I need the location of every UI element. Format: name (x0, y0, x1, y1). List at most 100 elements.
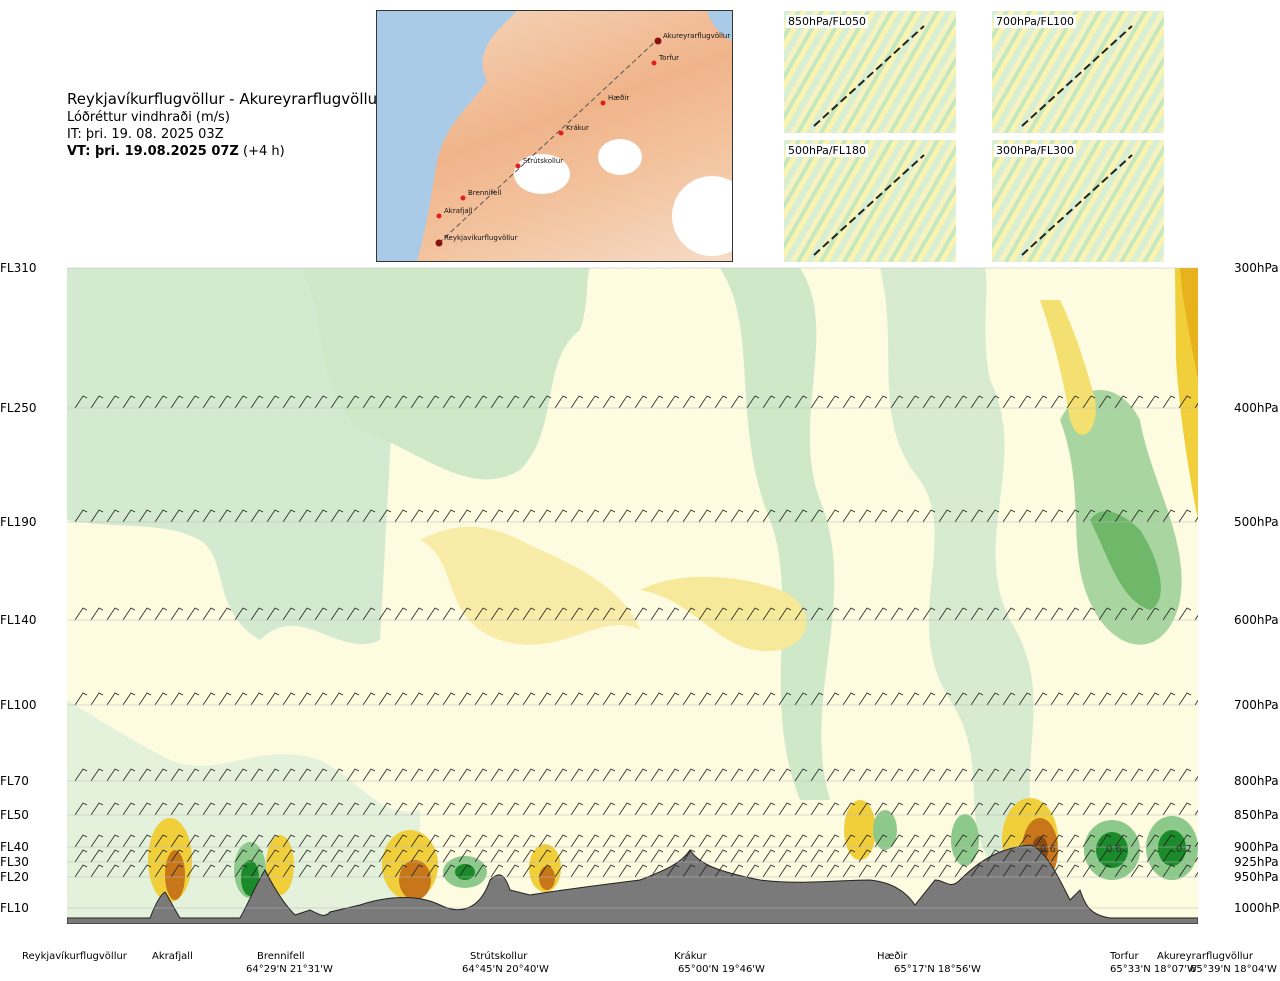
wind-barb (602, 607, 616, 621)
wind-barb (378, 768, 392, 782)
wind-barb (154, 607, 168, 621)
wind-barb (634, 607, 648, 621)
wind-barb (315, 268, 316, 269)
location-name: Krákur (674, 951, 707, 962)
wind-barb (506, 834, 520, 848)
wind-barb (538, 864, 552, 878)
wind-barb (554, 395, 568, 409)
wind-barb (1178, 834, 1192, 848)
wind-barb (410, 834, 424, 848)
wind-barb (618, 768, 632, 782)
wind-barb (522, 509, 536, 523)
wind-barb (442, 395, 456, 409)
mini-map-label: 500hPa/FL180 (786, 144, 869, 157)
wind-barb (506, 768, 520, 782)
wind-barb (1034, 395, 1048, 409)
wind-barb (698, 509, 712, 523)
wind-barb (826, 834, 840, 848)
wind-barb (634, 849, 648, 863)
glacier (598, 139, 642, 175)
location-coord: 65°00'N 19°46'W (678, 964, 765, 975)
wind-barb (762, 607, 776, 621)
wind-barb (906, 849, 920, 863)
wind-barb (602, 849, 616, 863)
wind-barb (347, 268, 348, 269)
wind-barb (490, 849, 504, 863)
wind-barb (122, 607, 136, 621)
wind-barb (74, 768, 88, 782)
wind-barb (986, 395, 1000, 409)
wind-barb (266, 395, 280, 409)
wind-barb (875, 268, 876, 269)
wind-barb (938, 509, 952, 523)
wind-barb (458, 849, 472, 863)
wind-barb (266, 509, 280, 523)
updraft-core (539, 866, 555, 890)
wind-barb (122, 509, 136, 523)
wind-barb (474, 849, 488, 863)
wind-barb (954, 834, 968, 848)
yellow-core (1040, 300, 1096, 435)
wind-barb (1131, 268, 1132, 269)
wind-barb (746, 607, 760, 621)
wind-barb (1130, 834, 1144, 848)
wind-barb (650, 864, 664, 878)
wind-barb (986, 768, 1000, 782)
waypoint-marker (600, 100, 606, 106)
wind-barb (858, 849, 872, 863)
wind-barb (938, 768, 952, 782)
wind-barb (1082, 607, 1096, 621)
wind-barb (314, 834, 328, 848)
wind-barb (954, 607, 968, 621)
wind-barb (778, 692, 792, 706)
wind-barb (74, 607, 88, 621)
wind-barb (202, 692, 216, 706)
updraft-core (399, 860, 431, 900)
wind-barb (586, 395, 600, 409)
green-band (300, 268, 590, 480)
wind-barb (1194, 856, 1198, 863)
wind-barb (794, 692, 808, 706)
wind-barb (267, 268, 268, 269)
wind-barb (122, 768, 136, 782)
wind-barb (858, 692, 872, 706)
wind-barb (763, 268, 764, 269)
wind-barb (698, 607, 712, 621)
wind-barb (538, 768, 552, 782)
wind-barb (970, 864, 984, 878)
wind-barb (747, 268, 748, 269)
wind-barb (362, 849, 376, 863)
wind-barb (1114, 864, 1128, 878)
flight-level-label: FL10 (0, 901, 29, 915)
wind-barb (890, 802, 904, 816)
wind-barb (618, 834, 632, 848)
wind-barb (730, 864, 744, 878)
wind-barb (442, 849, 456, 863)
updraft-core (165, 850, 185, 900)
wind-barb (442, 509, 456, 523)
wind-barb (330, 607, 344, 621)
wind-barb (1098, 692, 1112, 706)
wind-barb (378, 607, 392, 621)
wind-barb (874, 864, 888, 878)
wind-barb (426, 692, 440, 706)
wind-barb (282, 607, 296, 621)
wind-barb (442, 607, 456, 621)
wind-barb (266, 834, 280, 848)
wind-barb (154, 802, 168, 816)
wind-barb (282, 509, 296, 523)
wind-barb (714, 395, 728, 409)
wind-barb (602, 395, 616, 409)
wind-barb (362, 768, 376, 782)
wind-barb (810, 768, 824, 782)
wind-barb (906, 395, 920, 409)
wind-barb (298, 509, 312, 523)
wind-barb (234, 849, 248, 863)
wind-barb (730, 692, 744, 706)
wind-barb (186, 834, 200, 848)
wind-barb (106, 864, 120, 878)
wind-barb (218, 395, 232, 409)
wind-barb (890, 692, 904, 706)
mini-map-label: 300hPa/FL300 (994, 144, 1077, 157)
wind-barb (1115, 268, 1116, 269)
